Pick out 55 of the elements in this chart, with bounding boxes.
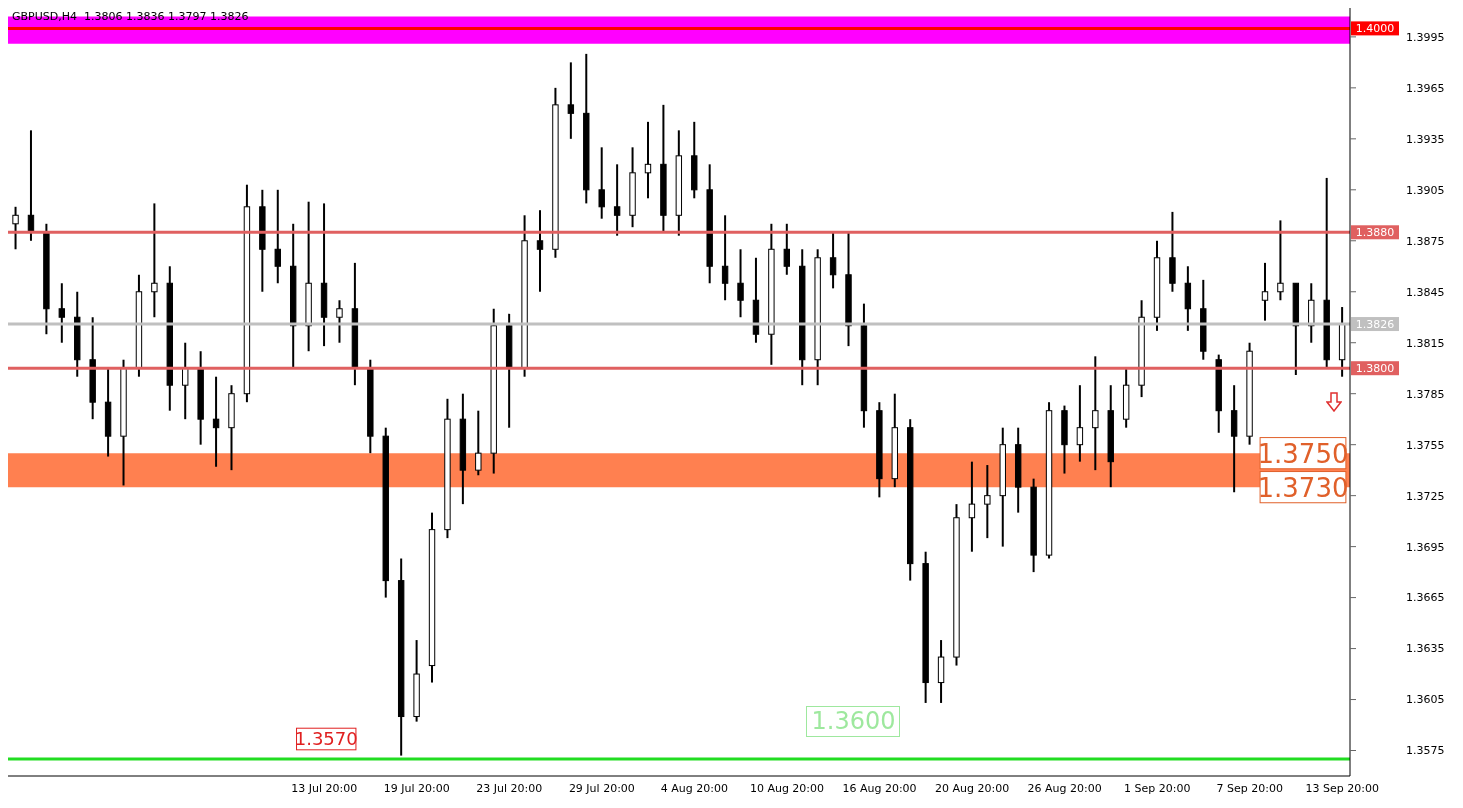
x-tick-label: 26 Aug 20:00 [1027, 781, 1102, 795]
candlestick [721, 214, 729, 302]
annotation: 1.3600 [806, 706, 901, 737]
x-tick-label: 13 Jul 20:00 [291, 781, 358, 795]
x-tick-label: 20 Aug 20:00 [934, 781, 1010, 795]
candlestick [737, 248, 744, 319]
ref-line-label: 1.3800 [1355, 362, 1395, 376]
x-tick-label: 7 Sep 20:00 [1216, 781, 1283, 795]
y-tick-label: 1.3605 [1406, 693, 1445, 707]
candlestick [182, 341, 189, 421]
candlestick [475, 409, 482, 477]
candlestick [1277, 219, 1284, 302]
y-tick-label: 1.3785 [1406, 387, 1445, 401]
candlestick [613, 163, 621, 237]
y-tick-label: 1.3635 [1406, 642, 1445, 656]
x-tick-label: 1 Sep 20:00 [1123, 781, 1191, 795]
x-tick-label: 29 Jul 20:00 [568, 781, 635, 795]
y-tick-label: 1.3725 [1406, 489, 1445, 503]
candlestick [567, 61, 575, 140]
ref-line-label: 1.4000 [1355, 22, 1395, 36]
candlestick [829, 231, 837, 290]
y-tick-label: 1.3815 [1406, 336, 1445, 350]
x-tick-label: 19 Jul 20:00 [383, 781, 450, 795]
candlestick [1076, 384, 1084, 463]
y-tick-label: 1.3965 [1406, 81, 1445, 95]
candlestick [212, 375, 220, 468]
y-tick-label: 1.3665 [1406, 591, 1445, 605]
candlestick [151, 202, 158, 319]
candlestick [598, 146, 605, 220]
candlestick [644, 120, 652, 200]
candlestick [1092, 355, 1099, 472]
candlestick [274, 188, 281, 285]
y-tick-label: 1.3875 [1406, 234, 1445, 248]
x-tick-label: 16 Aug 20:00 [842, 781, 917, 795]
y-tick-label: 1.3845 [1406, 285, 1445, 299]
x-tick-label: 10 Aug 20:00 [749, 781, 825, 795]
candlestick [984, 464, 991, 540]
candlestick [783, 222, 791, 276]
candlestick [968, 460, 976, 553]
y-tick-label: 1.3575 [1406, 744, 1445, 758]
x-tick-label: 13 Sep 20:00 [1305, 781, 1380, 795]
candlestick [1261, 261, 1269, 322]
y-tick-label: 1.3695 [1406, 540, 1445, 554]
candlestick [336, 299, 343, 344]
y-tick-label: 1.3935 [1406, 132, 1445, 146]
candlestick [58, 282, 66, 344]
x-tick-label: 4 Aug 20:00 [660, 781, 729, 795]
ref-line-label: 1.3826 [1355, 318, 1395, 332]
y-tick-label: 1.3905 [1406, 183, 1445, 197]
ref-line-label: 1.3880 [1355, 226, 1395, 240]
y-tick-label: 1.3755 [1406, 438, 1445, 452]
y-tick-label: 1.3995 [1406, 30, 1445, 44]
x-tick-label: 23 Jul 20:00 [476, 781, 543, 795]
candlestick [12, 205, 19, 251]
candlestick [536, 209, 544, 293]
